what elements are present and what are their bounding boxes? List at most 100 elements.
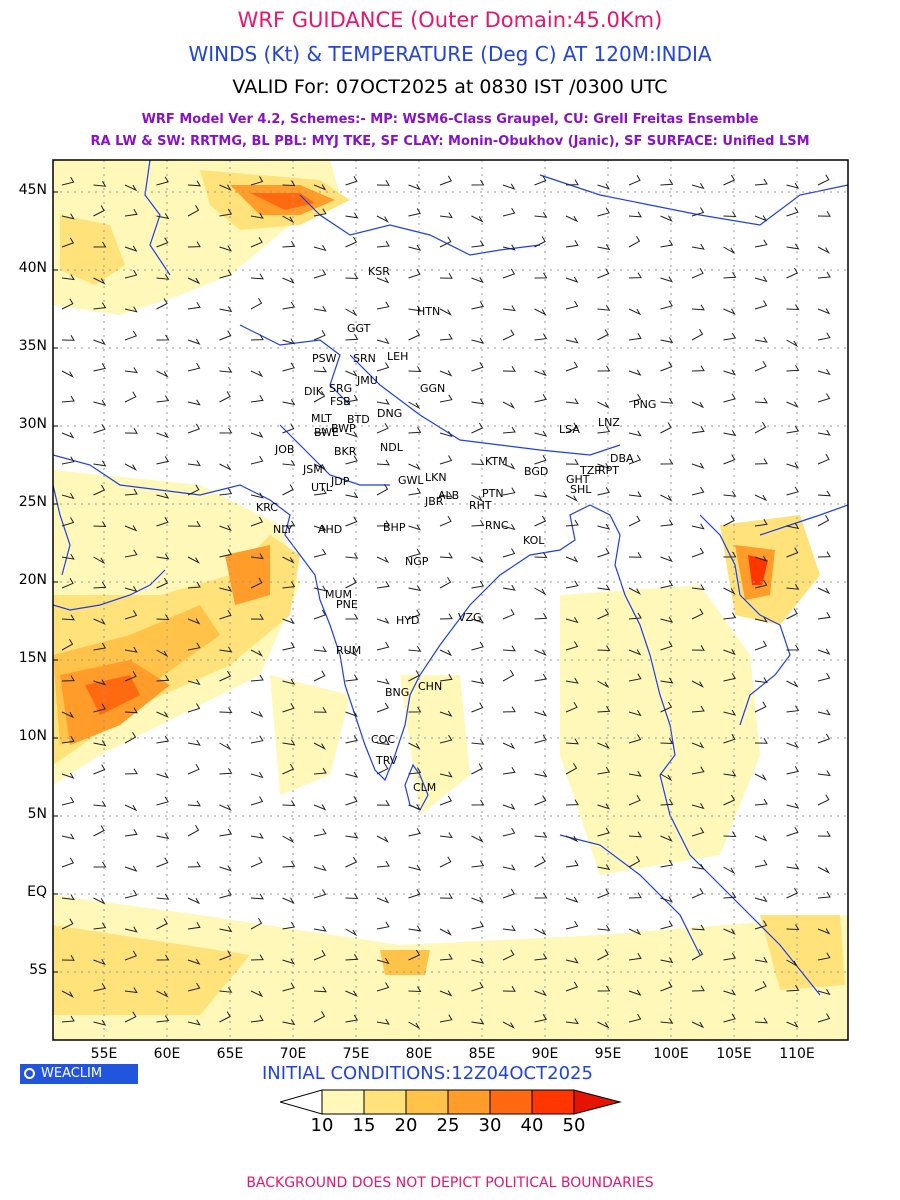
station-jdp: JDP [330,475,350,488]
station-lnz: LNZ [598,416,620,429]
legend-swatch-30-40 [489,1089,533,1115]
wind-barbs [61,174,831,1030]
map-subtitle: WINDS (Kt) & TEMPERATURE (Deg C) AT 120M… [188,42,712,66]
legend-swatch-above-50 [573,1089,622,1115]
color-legend [280,1089,622,1115]
station-trv: TRV [375,754,398,767]
shaded-fields [53,160,848,1040]
legend-swatch-40-50 [531,1089,575,1115]
station-utl: UTL [311,481,333,494]
map-title: WRF GUIDANCE (Outer Domain:45.0Km) [237,8,663,32]
station-ktm: KTM [485,455,508,468]
lat-label-35n: 35N [18,338,47,354]
lon-label-65e: 65E [216,1046,244,1062]
station-rnc: RNC [485,519,509,532]
model-info-line2: RA LW & SW: RRTMG, BL PBL: MYJ TKE, SF C… [90,134,810,149]
lon-label-100e: 100E [653,1046,689,1062]
lat-label-30n: 30N [18,416,47,432]
brand-name: WEACLIM [41,1066,103,1081]
station-dng: DNG [377,407,402,420]
station-hyd: HYD [396,614,419,627]
lon-label-95e: 95E [594,1046,622,1062]
copyright-icon [24,1068,35,1079]
station-png: PNG [633,398,656,411]
station-srg: SRG [329,382,352,395]
station-pne: PNE [336,598,358,611]
legend-value-20: 20 [394,1115,418,1136]
station-jbr: JBR [424,495,444,508]
station-krc: KRC [256,501,278,514]
lat-label-15n: 15N [18,650,47,666]
lon-label-85e: 85E [468,1046,496,1062]
legend-value-50: 50 [562,1115,586,1136]
station-bkr: BKR [334,445,357,458]
station-ggn: GGN [420,382,445,395]
coastlines [53,160,848,996]
station-btd: BTD [347,413,370,426]
station-psw: PSW [312,352,337,365]
station-clm: CLM [413,781,436,794]
axis-ticks [53,191,58,973]
lon-label-70e: 70E [279,1046,307,1062]
station-mlt: MLT [311,412,332,425]
lon-label-90e: 90E [531,1046,559,1062]
lon-label-55e: 55E [90,1046,118,1062]
station-ght: GHT [566,473,590,486]
station-shl: SHL [570,483,592,496]
station-alb: ALB [438,489,459,502]
station-lkn: LKN [425,471,447,484]
legend-value-30: 30 [478,1115,502,1136]
station-gwl: GWL [398,474,424,487]
legend-swatch-20-25 [405,1089,449,1115]
model-info-line1: WRF Model Ver 4.2, Schemes:- MP: WSM6-Cl… [141,112,759,127]
station-htn: HTN [417,305,440,318]
lat-label-5s: 5S [29,962,47,978]
station-ggt: GGT [347,322,371,335]
station-rpt: RPT [598,464,619,477]
lon-label-80e: 80E [405,1046,433,1062]
legend-swatch-25-30 [447,1089,491,1115]
station-dba: DBA [610,452,634,465]
lat-label-25n: 25N [18,494,47,510]
station-jmu: JMU [356,374,378,387]
station-ngp: NGP [405,555,429,568]
station-dik: DIK [304,385,324,398]
station-mum: MUM [325,588,352,601]
station-rum: RUM [336,644,361,657]
station-job: JOB [274,443,294,456]
station-ndl: NDL [380,441,404,454]
lat-label-5n: 5N [27,806,47,822]
lon-label-105e: 105E [716,1046,752,1062]
station-lsa: LSA [559,423,580,436]
station-bwe: BWE [314,426,339,439]
station-rht: RHT [469,499,492,512]
initial-conditions: INITIAL CONDITIONS:12Z04OCT2025 [262,1063,593,1084]
station-nly: NLY [273,523,293,536]
legend-swatch-15-20 [363,1089,407,1115]
station-bhp: BHP [383,521,406,534]
station-chn: CHN [418,680,442,693]
lon-label-110e: 110E [779,1046,815,1062]
station-kol: KOL [523,534,545,547]
valid-time: VALID For: 07OCT2025 at 0830 IST /0300 U… [232,76,668,98]
lat-label-10n: 10N [18,728,47,744]
lon-label-60e: 60E [153,1046,181,1062]
station-leh: LEH [387,350,408,363]
station-ksr: KSR [368,265,390,278]
station-tzp: TZP [579,464,601,477]
lat-label-45n: 45N [18,182,47,198]
station-vzg: VZG [458,611,482,624]
disclaimer: BACKGROUND DOES NOT DEPICT POLITICAL BOU… [246,1175,654,1191]
lat-label-20n: 20N [18,572,47,588]
legend-value-15: 15 [352,1115,376,1136]
legend-value-25: 25 [436,1115,460,1136]
legend-value-40: 40 [520,1115,544,1136]
lat-label-40n: 40N [18,260,47,276]
legend-swatch-below-10 [280,1089,323,1115]
station-fsb: FSB [330,395,351,408]
station-coc: COC [371,733,395,746]
legend-value-10: 10 [310,1115,334,1136]
legend-swatch-10-15 [321,1089,365,1115]
